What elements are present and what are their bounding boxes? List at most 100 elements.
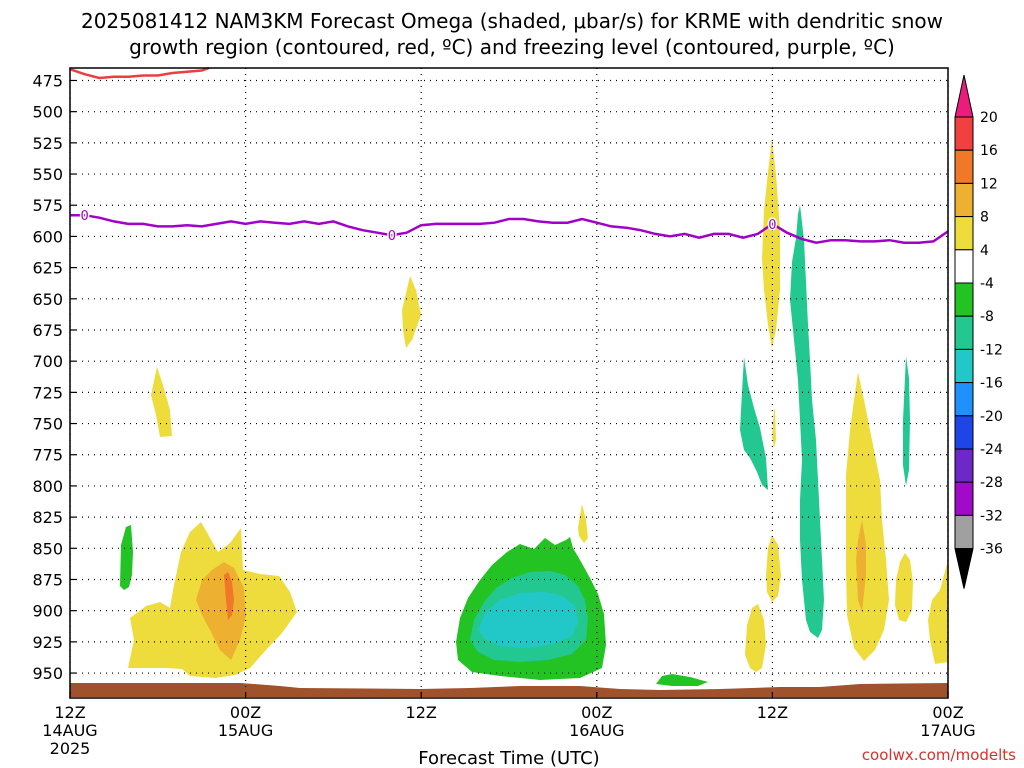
x-tick-label: 2025: [50, 739, 91, 758]
x-tick-label: 16AUG: [569, 721, 624, 740]
chart-title-line-2: growth region (contoured, red, ºC) and f…: [129, 35, 895, 59]
y-tick-label: 550: [32, 165, 63, 184]
colorbar-label: -32: [980, 508, 1003, 524]
x-tick-label: 15AUG: [218, 721, 273, 740]
x-tick-label: 00Z: [581, 703, 612, 722]
x-axis-title: Forecast Time (UTC): [418, 748, 599, 768]
omega-contour--8: [903, 356, 910, 486]
colorbar-swatch: [954, 382, 974, 417]
x-tick-label: 12Z: [406, 703, 437, 722]
omega-region-descent-1600z-0330z: [456, 537, 606, 680]
colorbar-swatch: [954, 216, 974, 251]
terrain: [70, 683, 948, 697]
y-tick-label: 850: [32, 539, 63, 558]
colorbar-label: -20: [980, 409, 1003, 425]
y-tick-label: 800: [32, 477, 63, 496]
credit-text: coolwx.com/modelts: [862, 746, 1016, 764]
freezing-level-label: 0: [768, 218, 776, 233]
omega-region-ascent-1700z-1200z: [578, 138, 948, 672]
omega-contour--8: [790, 205, 824, 638]
y-tick-label: 750: [32, 415, 63, 434]
omega-region-descent-1400z-1500z: [656, 674, 708, 686]
freezing-level-label: 0: [388, 229, 396, 244]
colorbar-swatch: [954, 514, 974, 550]
chart-title-line-1: 2025081412 NAM3KM Forecast Omega (shaded…: [81, 9, 943, 33]
freezing-level-line: [70, 213, 949, 244]
omega-contour-4: [895, 553, 913, 622]
y-tick-label: 600: [32, 227, 63, 246]
y-tick-label: 725: [32, 383, 63, 402]
omega-contour-4: [745, 604, 766, 672]
colorbar-label: -36: [980, 542, 1003, 558]
omega-contour-4: [151, 367, 172, 437]
colorbar-label: -12: [980, 342, 1003, 358]
x-tick-label: 14AUG: [42, 721, 97, 740]
plot-frame: [69, 67, 949, 699]
x-tick-label: 12Z: [757, 703, 788, 722]
omega-region-ascent-1400z-0030z: [128, 522, 297, 678]
x-tick-label: 12Z: [54, 703, 85, 722]
colorbar-swatch: [954, 448, 974, 483]
omega-contour-8: [856, 520, 866, 612]
y-tick-label: 700: [32, 352, 63, 371]
omega-region-ascent-1500z-0645z: [402, 276, 421, 348]
omega-contour-4: [762, 138, 780, 348]
colorbar-swatch: [954, 182, 974, 218]
omega-contour-12: [224, 572, 234, 620]
y-tick-label: 625: [32, 259, 63, 278]
colorbar-label: -4: [980, 276, 994, 292]
colorbar-label: -28: [980, 475, 1003, 491]
freezing-level-label: 0: [80, 209, 88, 224]
y-tick-label: 475: [32, 71, 63, 90]
dendritic-growth-line: [69, 66, 210, 80]
x-tick-label: 00Z: [230, 703, 261, 722]
y-tick-label: 875: [32, 570, 63, 589]
x-tick-label: 00Z: [932, 703, 963, 722]
y-tick-label: 575: [32, 196, 63, 215]
y-tick-label: 950: [32, 664, 63, 683]
colorbar-swatch: [954, 282, 974, 317]
omega-contour-4: [766, 535, 781, 602]
omega-contour-4: [772, 408, 776, 448]
colorbar-swatch: [954, 415, 974, 450]
colorbar: 20 16 12 8 4 -4 -8 -12 -16 -20 -24 -28 -32 -36: [954, 74, 1003, 589]
y-tick-label: 675: [32, 321, 63, 340]
colorbar-swatch: [954, 116, 974, 151]
colorbar-label: -8: [980, 309, 994, 325]
omega-contour--12: [478, 592, 578, 648]
colorbar-swatch: [954, 348, 974, 384]
colorbar-label: 8: [980, 210, 989, 226]
colorbar-swatch: [954, 149, 974, 184]
colorbar-label: 20: [980, 110, 998, 126]
colorbar-swatch: [954, 249, 974, 284]
colorbar-bottom-arrow: [954, 548, 974, 589]
omega-contour-4: [402, 276, 421, 348]
colorbar-label: 12: [980, 176, 998, 192]
grid: [69, 68, 949, 698]
colorbar-label: -24: [980, 442, 1003, 458]
y-tick-label: 650: [32, 290, 63, 309]
terrain-strip: [70, 683, 948, 697]
freezing-level: 0 0 0: [70, 208, 949, 246]
y-tick-label: 500: [32, 103, 63, 122]
y-tick-label: 525: [32, 134, 63, 153]
omega-region-ascent-1600z-1620z: [151, 367, 172, 437]
colorbar-label: 4: [980, 243, 989, 259]
colorbar-swatch: [954, 315, 974, 350]
omega-region-ascent-1700z-1900z: [852, 462, 879, 634]
colorbar-label: -16: [980, 376, 1003, 392]
y-tick-label: 925: [32, 633, 63, 652]
dendritic-growth-zone: [69, 66, 210, 80]
y-tick-label: 825: [32, 508, 63, 527]
omega-shading: [120, 138, 948, 686]
y-tick-label: 900: [32, 602, 63, 621]
omega-contour--4: [120, 525, 133, 590]
colorbar-swatch: [954, 481, 974, 516]
colorbar-label: 16: [980, 143, 998, 159]
x-tick-label: 17AUG: [920, 721, 975, 740]
omega-contour-4: [578, 504, 588, 543]
y-tick-label: 775: [32, 446, 63, 465]
omega-contour-4: [928, 560, 948, 664]
